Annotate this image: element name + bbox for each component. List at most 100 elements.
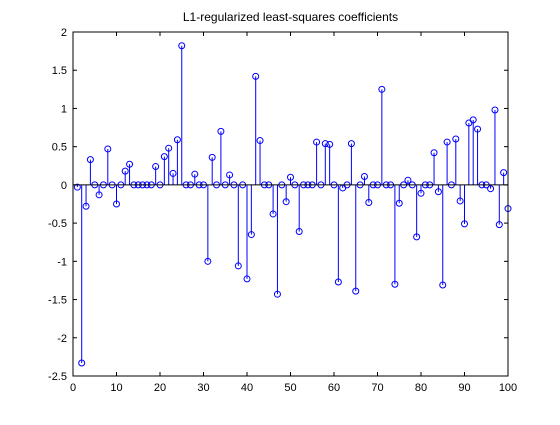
stem-marker <box>378 85 386 93</box>
stem-point <box>413 184 421 241</box>
stem-marker <box>256 137 264 145</box>
stem-marker <box>295 228 303 236</box>
stem-marker <box>178 42 186 50</box>
axes-box <box>72 31 509 377</box>
x-tick-label: 0 <box>70 382 76 394</box>
y-tick-label: -2 <box>57 333 67 345</box>
stem-point <box>391 184 399 288</box>
stem-marker <box>461 220 468 228</box>
stem-point <box>456 184 464 205</box>
stem-marker <box>243 275 251 283</box>
x-tick-label: 40 <box>241 382 253 394</box>
stem-marker <box>204 257 212 265</box>
stem-point <box>256 137 264 185</box>
stem-point <box>452 135 460 185</box>
stem-point <box>226 171 234 185</box>
x-tick-label: 90 <box>458 382 470 394</box>
stem-point <box>252 72 260 185</box>
stem-point <box>469 116 477 185</box>
stem-marker <box>78 359 86 367</box>
stem-point <box>282 184 290 206</box>
y-tick-label: 1 <box>61 103 67 115</box>
stem-marker <box>352 287 360 295</box>
stem-marker <box>104 145 112 153</box>
stem-marker <box>82 202 90 210</box>
stem-point <box>500 169 508 185</box>
stem-point <box>439 184 447 289</box>
stem-marker <box>121 167 129 175</box>
stem-marker <box>165 144 173 152</box>
stem-point <box>104 145 112 185</box>
stem-point <box>487 184 495 193</box>
stem-point <box>365 184 373 206</box>
y-tick-label: -1.5 <box>48 295 67 307</box>
stem-point <box>126 160 134 185</box>
stem-point <box>474 125 482 185</box>
x-tick-label: 50 <box>284 382 296 394</box>
stem-point <box>465 119 473 185</box>
stem-marker <box>443 138 451 146</box>
stem-point <box>78 184 86 367</box>
y-tick-label: 2 <box>61 27 67 39</box>
stem-point <box>287 173 294 185</box>
stem-point <box>191 170 199 185</box>
stem-marker <box>191 170 199 178</box>
stem-point <box>82 184 90 210</box>
stem-marker <box>73 183 81 191</box>
stem-marker <box>365 198 373 206</box>
stem-point <box>334 184 342 286</box>
stem-point <box>121 167 129 185</box>
y-tick-label: 0 <box>61 180 67 192</box>
stem-point <box>395 184 403 207</box>
y-tick-label: 1.5 <box>52 65 67 77</box>
stem-point <box>443 138 451 185</box>
stem-marker <box>495 221 503 229</box>
stem-point <box>160 153 168 185</box>
stem-point <box>113 184 120 208</box>
stem-point <box>295 184 303 236</box>
stem-marker <box>252 72 260 80</box>
stem-point <box>326 140 334 185</box>
stem-marker <box>226 171 234 179</box>
stem-point <box>247 184 255 239</box>
x-tick-label: 70 <box>371 382 383 394</box>
stem-marker <box>404 176 412 184</box>
stem-marker <box>334 278 342 286</box>
stem-marker <box>321 140 329 148</box>
stem-point <box>417 184 425 197</box>
stem-marker <box>391 280 399 288</box>
stem-point <box>95 184 103 199</box>
stem-marker <box>173 136 181 144</box>
stem-marker <box>208 153 216 161</box>
stem-marker <box>487 185 495 193</box>
stem-marker <box>417 189 425 197</box>
stem-marker <box>313 138 321 146</box>
x-tick-label: 60 <box>328 382 340 394</box>
stem-marker <box>126 160 134 168</box>
stem-point <box>152 163 160 185</box>
stem-marker <box>469 116 477 124</box>
stem-point <box>321 140 329 185</box>
stem-marker <box>326 140 334 148</box>
x-tick-label: 20 <box>154 382 166 394</box>
stem-marker <box>491 106 499 114</box>
stem-series <box>73 42 512 367</box>
stem-point <box>491 106 499 185</box>
stem-marker <box>282 198 290 206</box>
x-tick-label: 10 <box>110 382 122 394</box>
stem-point <box>404 176 412 185</box>
stem-marker <box>217 127 225 135</box>
stem-marker <box>287 173 294 181</box>
stem-point <box>339 184 347 192</box>
chart-title: L1-regularized least-squares coefficient… <box>183 10 398 24</box>
y-tick-label: -1 <box>57 256 67 268</box>
stem-point <box>347 140 355 185</box>
stem-marker <box>269 210 277 218</box>
stem-point <box>273 184 281 298</box>
stem-point <box>434 184 442 196</box>
stem-point <box>234 184 242 270</box>
stem-point <box>243 184 251 283</box>
x-tick-label: 80 <box>415 382 427 394</box>
stem-point <box>217 127 225 185</box>
